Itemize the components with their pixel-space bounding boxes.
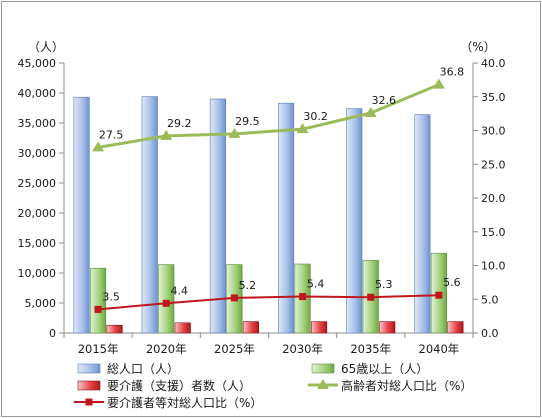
legend-swatch-care-needed bbox=[77, 380, 101, 391]
bar-age65-plus bbox=[90, 267, 107, 334]
legend-marker-care-ratio bbox=[85, 398, 93, 406]
legend-label-elderly-ratio: 高齢者対総人口比（%） bbox=[341, 378, 472, 393]
right-tick-label: 20.0 bbox=[481, 192, 506, 205]
bar-total-population bbox=[346, 108, 363, 334]
x-category-label: 2030年 bbox=[282, 342, 323, 356]
legend-swatch-age65-plus bbox=[311, 363, 335, 374]
left-tick-label: 5,000 bbox=[25, 297, 57, 310]
bar-care-needed bbox=[311, 321, 328, 334]
data-label-care-ratio: 5.6 bbox=[443, 276, 461, 289]
marker-elderly-ratio bbox=[228, 127, 241, 138]
left-tick-label: 0 bbox=[49, 327, 56, 340]
legend-label-care-ratio: 要介護者等対総人口比（%） bbox=[107, 395, 262, 410]
bar-total-population bbox=[73, 96, 90, 334]
marker-care-ratio bbox=[230, 294, 238, 302]
data-label-elderly-ratio: 30.2 bbox=[303, 110, 328, 123]
marker-care-ratio bbox=[435, 291, 443, 299]
x-category-label: 2035年 bbox=[350, 342, 391, 356]
x-category-label: 2040年 bbox=[419, 342, 460, 356]
marker-care-ratio bbox=[94, 305, 102, 313]
left-tick-label: 40,000 bbox=[18, 87, 57, 100]
left-tick-label: 35,000 bbox=[18, 117, 57, 130]
right-tick-label: 40.0 bbox=[481, 57, 506, 70]
data-label-care-ratio: 5.4 bbox=[307, 278, 325, 291]
marker-care-ratio bbox=[162, 299, 170, 307]
legend-label-total-population: 総人口（人） bbox=[107, 362, 179, 376]
right-tick-label: 5.0 bbox=[481, 293, 499, 306]
right-tick-label: 30.0 bbox=[481, 125, 506, 138]
data-label-elderly-ratio: 29.2 bbox=[167, 117, 192, 130]
x-category-label: 2025年 bbox=[214, 342, 255, 356]
left-tick-label: 25,000 bbox=[18, 177, 57, 190]
bar-total-population bbox=[414, 114, 431, 334]
bar-care-needed bbox=[379, 321, 396, 334]
bar-care-needed bbox=[242, 321, 259, 334]
data-label-elderly-ratio: 29.5 bbox=[235, 115, 260, 128]
data-label-care-ratio: 4.4 bbox=[171, 284, 189, 297]
x-category-label: 2015年 bbox=[78, 342, 119, 356]
left-tick-label: 45,000 bbox=[18, 57, 57, 70]
data-label-elderly-ratio: 32.6 bbox=[372, 94, 397, 107]
legend-swatch-total-population bbox=[77, 363, 101, 374]
marker-elderly-ratio bbox=[432, 78, 445, 89]
right-axis-unit: （%） bbox=[460, 40, 495, 54]
marker-care-ratio bbox=[299, 293, 307, 301]
right-tick-label: 10.0 bbox=[481, 260, 506, 273]
bar-care-needed bbox=[174, 322, 191, 334]
marker-elderly-ratio bbox=[92, 141, 105, 152]
bar-total-population bbox=[209, 98, 226, 334]
marker-elderly-ratio bbox=[296, 123, 309, 134]
data-label-care-ratio: 5.3 bbox=[375, 278, 393, 291]
left-axis-unit: （人） bbox=[28, 40, 64, 54]
bar-care-needed bbox=[106, 324, 123, 334]
left-tick-label: 20,000 bbox=[18, 207, 57, 220]
legend-label-care-needed: 要介護（支援）者数（人） bbox=[107, 378, 251, 393]
left-tick-label: 10,000 bbox=[18, 267, 57, 280]
right-tick-label: 15.0 bbox=[481, 226, 506, 239]
marker-elderly-ratio bbox=[160, 129, 173, 140]
right-tick-label: 0.0 bbox=[481, 327, 499, 340]
bar-age65-plus bbox=[158, 264, 175, 334]
left-tick-label: 15,000 bbox=[18, 237, 57, 250]
data-label-elderly-ratio: 36.8 bbox=[440, 66, 465, 79]
legend-label-age65-plus: 65歳以上（人） bbox=[341, 362, 428, 376]
legend-marker-elderly-ratio bbox=[317, 379, 329, 389]
line-elderly-ratio bbox=[97, 83, 440, 149]
data-label-elderly-ratio: 27.5 bbox=[99, 128, 124, 141]
right-tick-label: 25.0 bbox=[481, 158, 506, 171]
line-care-ratio bbox=[97, 294, 439, 311]
left-tick-label: 30,000 bbox=[18, 147, 57, 160]
data-label-care-ratio: 5.2 bbox=[239, 279, 257, 292]
bar-total-population bbox=[141, 96, 158, 334]
bar-total-population bbox=[278, 102, 295, 334]
right-tick-label: 35.0 bbox=[481, 91, 506, 104]
data-label-care-ratio: 3.5 bbox=[102, 290, 120, 303]
marker-care-ratio bbox=[367, 293, 375, 301]
bar-care-needed bbox=[447, 321, 464, 334]
marker-elderly-ratio bbox=[364, 106, 377, 117]
x-category-label: 2020年 bbox=[146, 342, 187, 356]
